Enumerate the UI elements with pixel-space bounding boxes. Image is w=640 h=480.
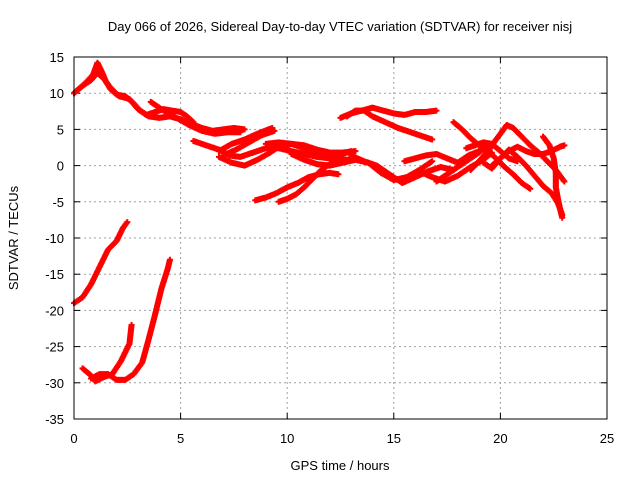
y-tick-label: 10 (50, 86, 64, 101)
data-point (527, 185, 534, 192)
x-tick-label: 0 (70, 431, 77, 446)
data-point (561, 142, 568, 149)
series-track-8 (252, 169, 342, 204)
data-point (429, 158, 436, 165)
data-point (128, 321, 135, 328)
x-tick-label: 20 (493, 431, 507, 446)
data-point (241, 126, 248, 133)
y-tick-label: 0 (57, 159, 64, 174)
y-tick-label: 5 (57, 122, 64, 137)
y-axis-ticks: -35 -30 -25 -20 -15 -10 -5 0 5 10 15 (45, 50, 607, 427)
data-point (237, 129, 244, 136)
series-track-24 (71, 219, 131, 307)
y-tick-label: -35 (45, 412, 64, 427)
data-point (271, 127, 278, 134)
data-point (429, 136, 436, 143)
data-point (433, 107, 440, 114)
data-point (559, 214, 566, 221)
series-track-23 (540, 133, 566, 221)
y-tick-label: -15 (45, 267, 64, 282)
series-track-26 (88, 256, 173, 383)
y-tick-label: -20 (45, 303, 64, 318)
series-track-17 (433, 143, 489, 185)
series-track-18 (450, 119, 534, 192)
y-axis-label: SDTVAR / TECUs (6, 185, 21, 290)
data-point (166, 256, 173, 263)
series-track-13 (343, 107, 436, 143)
data-point (561, 178, 568, 185)
x-tick-label: 10 (280, 431, 294, 446)
data-point (335, 171, 342, 178)
y-tick-label: -5 (52, 195, 64, 210)
y-tick-label: -30 (45, 376, 64, 391)
series-track-7 (220, 127, 278, 159)
data-series (71, 59, 568, 385)
x-tick-label: 5 (177, 431, 184, 446)
series-track-10 (262, 139, 355, 158)
x-tick-label: 15 (387, 431, 401, 446)
x-axis-label: GPS time / hours (291, 458, 390, 473)
series-track-3 (147, 98, 244, 137)
data-point (124, 219, 131, 226)
y-tick-label: 15 (50, 50, 64, 65)
y-tick-label: -25 (45, 340, 64, 355)
x-tick-label: 25 (600, 431, 614, 446)
chart-title: Day 066 of 2026, Sidereal Day-to-day VTE… (108, 19, 572, 34)
plot-frame (73, 56, 608, 420)
y-tick-label: -10 (45, 231, 64, 246)
